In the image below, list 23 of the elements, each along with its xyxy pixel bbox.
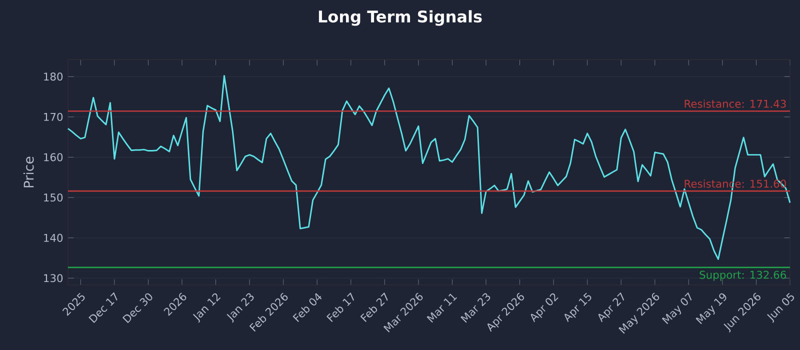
y-tick-label: 170 [44, 112, 63, 121]
ref-line-label: Support: 132.66 [700, 270, 786, 281]
x-tick-label: Apr 27 [598, 292, 624, 322]
x-tick-label: Feb 17 [326, 292, 354, 322]
y-tick-label: 180 [44, 72, 63, 81]
x-tick-label: Mar 23 [460, 293, 490, 323]
x-tick-label: Feb 04 [292, 293, 322, 322]
x-tick-label: Jan 12 [192, 293, 221, 323]
x-tick-label: Apr 02 [530, 293, 558, 322]
x-tick-label: Dec 17 [88, 292, 118, 324]
y-tick-label: 150 [44, 193, 63, 202]
x-tick-label: Dec 30 [122, 293, 152, 324]
y-axis-title: Price [23, 156, 34, 188]
y-tick-label: 130 [44, 274, 63, 282]
y-tick-label: 140 [44, 234, 63, 242]
x-tick-label: Jun 05 [767, 292, 794, 323]
x-tick-label: Feb 27 [360, 292, 388, 322]
x-tick-label: Apr 15 [564, 292, 592, 322]
x-tick-label: Jan 23 [226, 293, 254, 323]
y-tick-label: 160 [44, 153, 63, 162]
ref-line-label: Resistance: 171.43 [684, 100, 786, 108]
x-tick-label: Mar 11 [426, 294, 458, 323]
chart-title: Long Term Signals [318, 10, 482, 26]
